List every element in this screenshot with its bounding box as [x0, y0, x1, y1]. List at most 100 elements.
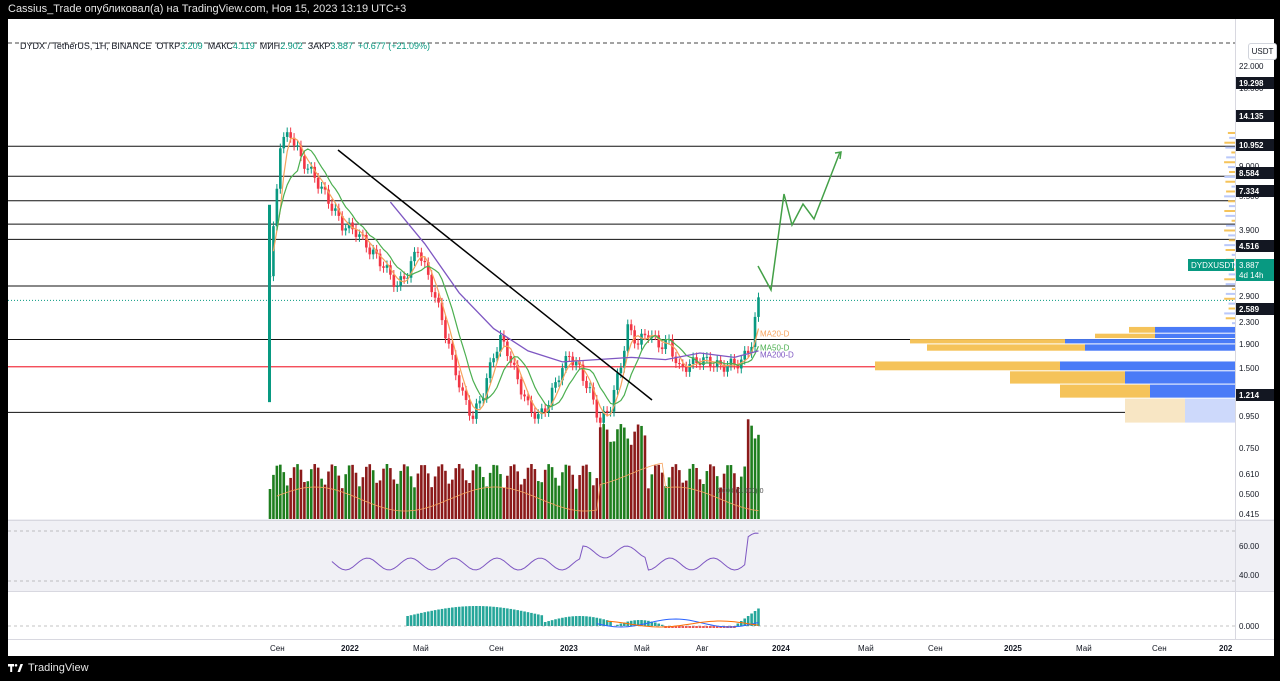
candle-body: [733, 358, 736, 365]
candle-body: [492, 358, 495, 363]
candle-body: [561, 368, 564, 381]
candle-body: [647, 335, 650, 338]
volume-bar: [609, 441, 612, 519]
price-tick-label: 0.750: [1239, 444, 1260, 453]
macd-histogram-bar: [695, 626, 698, 628]
candle-body: [543, 408, 547, 412]
volume-bar: [709, 464, 712, 519]
volume-bar: [485, 486, 489, 519]
volume-bar: [561, 472, 564, 519]
high-label: МАКС: [207, 41, 233, 51]
volume-profile-bar: [1225, 180, 1235, 183]
symbol-badge-label: DYDXUSDT: [1191, 261, 1235, 270]
volume-bar: [619, 424, 623, 519]
volume-bar: [695, 467, 698, 519]
volume-profile-bar: [1095, 333, 1155, 339]
candle-body: [368, 247, 372, 255]
time-axis: Сен 2022 Май Сен 2023 Май Авг 2024 Май Сен 2025 Май…: [8, 639, 1274, 656]
candle-body: [382, 266, 385, 268]
candle-body: [640, 333, 643, 345]
ma20-line: [272, 137, 760, 417]
volume-profile-bar: [1224, 209, 1235, 212]
macd-histogram-bar: [409, 615, 413, 626]
candle-body: [354, 229, 358, 237]
volume-bar: [368, 464, 372, 519]
currency-button[interactable]: USDT: [1248, 43, 1277, 60]
volume-bar: [719, 487, 722, 519]
candle-body: [385, 265, 389, 268]
volume-bar: [316, 467, 320, 519]
candle-body: [684, 366, 688, 372]
macd-histogram-bar: [533, 613, 537, 626]
volume-profile-bar: [1010, 371, 1125, 384]
candles: [268, 127, 760, 428]
candle-body: [757, 297, 760, 317]
candle-body: [540, 408, 544, 415]
volume-profile-bar: [1231, 253, 1235, 256]
volume-bar: [523, 478, 526, 519]
volume-bar: [540, 482, 544, 519]
volume-bar: [499, 474, 502, 519]
candle-body: [581, 364, 585, 381]
macd-histogram-bar: [750, 613, 753, 626]
candle-body: [365, 234, 368, 248]
macd-histogram-bar: [454, 607, 458, 626]
candle-body: [313, 166, 317, 178]
candle-body: [712, 366, 716, 368]
macd-histogram-bar: [643, 620, 647, 626]
candle-body: [512, 362, 516, 365]
candle-body: [526, 396, 530, 401]
candle-body: [605, 410, 609, 412]
macd-histogram-bar: [605, 620, 609, 626]
volume-bar: [554, 477, 557, 519]
candle-body: [299, 145, 303, 157]
candle-body: [688, 364, 691, 372]
volume-profile-bar: [1225, 224, 1235, 227]
macd-histogram-bar: [633, 620, 636, 626]
candle-body: [430, 274, 433, 293]
rsi-pane: [8, 530, 1235, 582]
rsi-line: [331, 532, 759, 571]
volume-bar: [378, 480, 382, 519]
volume-profile: [875, 131, 1235, 423]
candle-body: [533, 411, 537, 419]
macd-histogram-bar: [739, 621, 743, 626]
chart-area[interactable]: MA20-D MA50-D MA200-D 0.000 (0.000) 0 22.0…: [8, 19, 1277, 656]
candle-body: [358, 234, 361, 237]
volume-bar: [323, 484, 327, 519]
volume-bar: [268, 489, 272, 519]
macd-histogram-bar: [478, 606, 482, 626]
volume-bar: [447, 483, 451, 519]
volume-profile-bar: [1065, 339, 1235, 344]
volume-bar: [334, 466, 337, 519]
volume-bar: [464, 480, 468, 519]
volume-bar: [678, 470, 681, 519]
candle-body: [547, 405, 550, 412]
candle-body: [557, 380, 561, 383]
current-price-label: 3.887: [1239, 261, 1260, 270]
volume-profile-bar: [1085, 344, 1235, 351]
candle-body: [392, 274, 396, 287]
close-label: ЗАКР: [307, 41, 331, 51]
macd-histogram-bar: [420, 612, 423, 626]
candle-body: [619, 367, 623, 374]
macd-histogram-bar: [674, 626, 678, 628]
volume-bar: [492, 464, 495, 519]
candle-body: [285, 132, 289, 137]
volume-bar: [629, 444, 633, 519]
candle-body: [468, 400, 471, 416]
macd-histogram-bar: [499, 607, 502, 626]
candle-body: [592, 387, 595, 400]
macd-histogram-bar: [746, 616, 750, 626]
macd-histogram-bar: [512, 609, 516, 626]
volume-bar: [653, 465, 657, 519]
candle-body: [440, 302, 444, 321]
macd-histogram-bar: [736, 623, 740, 626]
macd-histogram-bar: [619, 623, 623, 626]
volume-bar: [667, 477, 671, 519]
candle-body: [671, 339, 674, 357]
candle-body: [478, 400, 482, 404]
volume-bar: [564, 464, 568, 519]
macd-histogram-bar: [653, 622, 657, 626]
